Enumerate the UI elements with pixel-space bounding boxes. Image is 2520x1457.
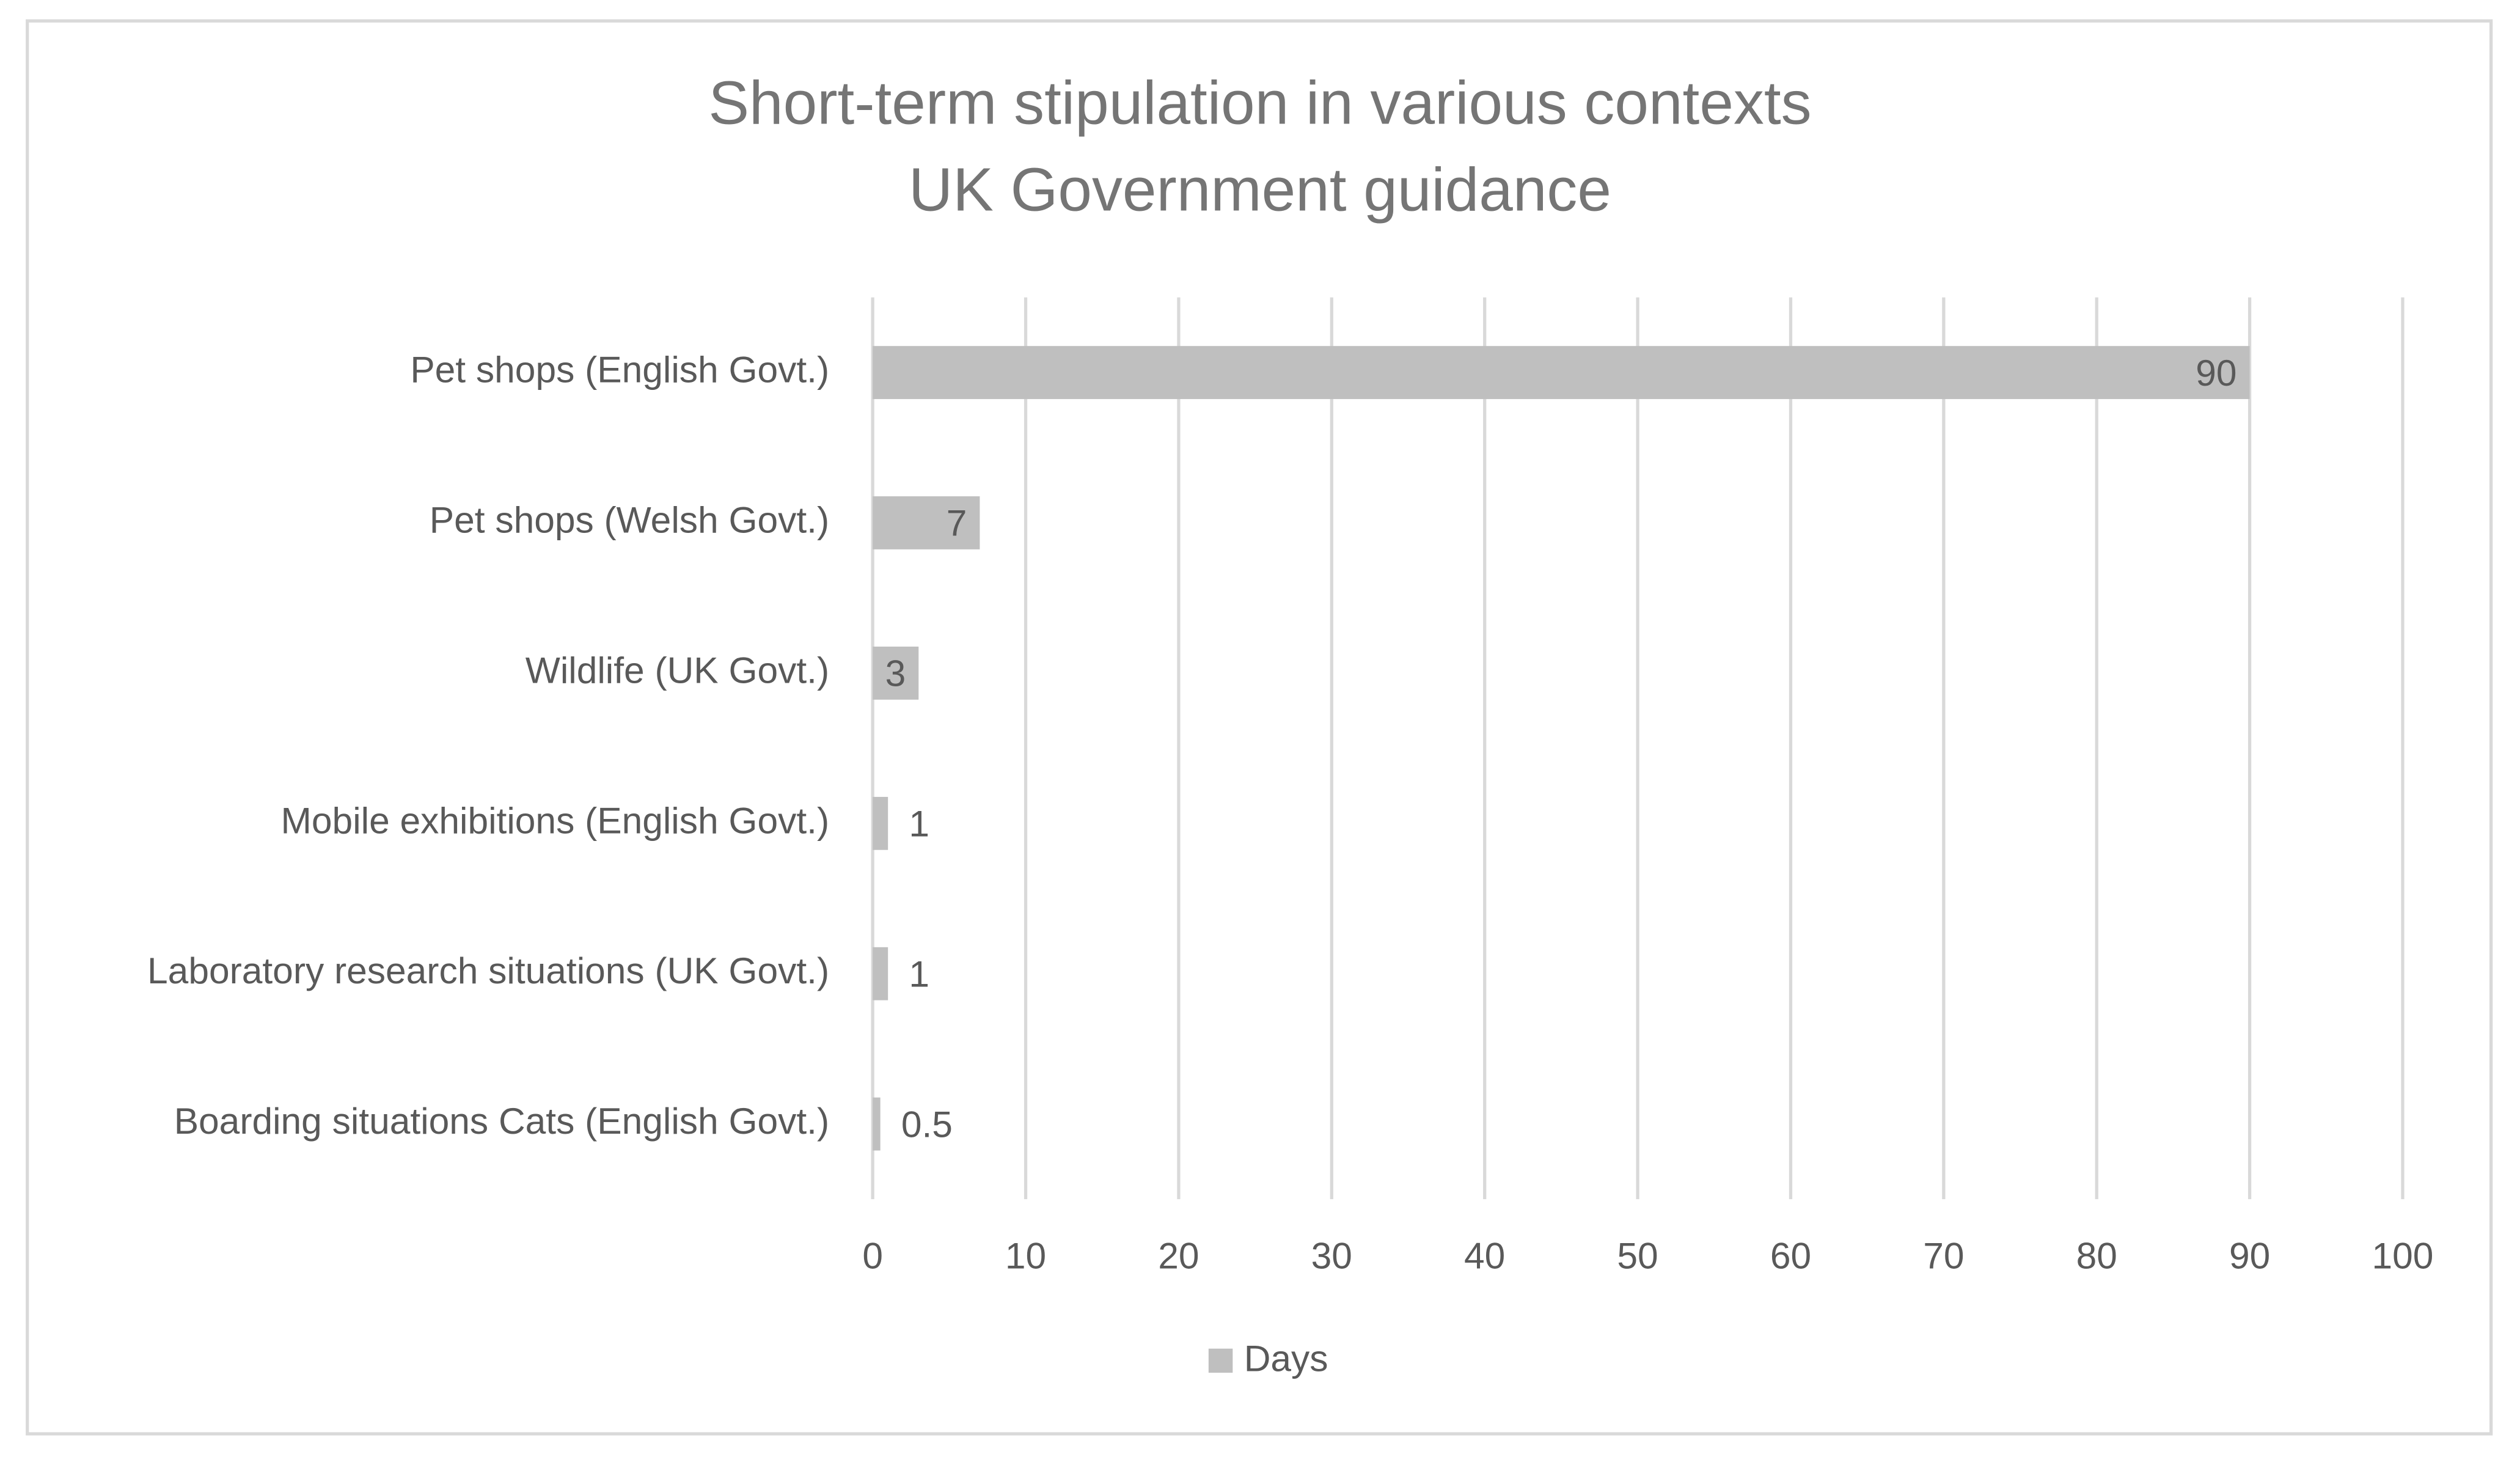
legend-swatch — [1208, 1348, 1233, 1373]
data-label: 90 — [2196, 352, 2236, 394]
y-tick-label: Pet shops (Welsh Govt.) — [430, 499, 829, 540]
x-tick-label: 80 — [2076, 1235, 2117, 1276]
data-label: 3 — [885, 653, 906, 694]
data-label: 7 — [947, 502, 967, 544]
x-tick-label: 20 — [1158, 1235, 1199, 1276]
chart-title: Short-term stipulation in various contex… — [708, 70, 1811, 138]
bar — [873, 346, 2250, 399]
bar — [873, 796, 888, 850]
x-tick-label: 90 — [2229, 1235, 2270, 1276]
bar — [873, 646, 919, 700]
x-tick-label: 50 — [1617, 1235, 1658, 1276]
x-tick-label: 40 — [1464, 1235, 1505, 1276]
data-label: 1 — [909, 803, 929, 845]
y-tick-label: Wildlife (UK Govt.) — [526, 649, 829, 691]
x-tick-label: 0 — [862, 1235, 883, 1276]
x-tick-label: 70 — [1923, 1235, 1964, 1276]
x-tick-label: 60 — [1770, 1235, 1811, 1276]
bar — [873, 947, 888, 1000]
y-tick-label: Boarding situations Cats (English Govt.) — [174, 1100, 829, 1142]
data-label: 0.5 — [901, 1103, 953, 1145]
x-tick-label: 100 — [2372, 1235, 2434, 1276]
legend-label: Days — [1244, 1338, 1328, 1379]
y-tick-label: Laboratory research situations (UK Govt.… — [147, 950, 829, 991]
data-label: 1 — [909, 953, 929, 994]
chart-subtitle: UK Government guidance — [909, 156, 1611, 224]
x-tick-label: 30 — [1311, 1235, 1352, 1276]
x-tick-label: 10 — [1005, 1235, 1046, 1276]
chart-border — [26, 19, 2493, 1436]
y-tick-label: Pet shops (English Govt.) — [410, 349, 829, 391]
bar — [873, 1097, 881, 1151]
bar — [873, 496, 980, 549]
y-tick-label: Mobile exhibitions (English Govt.) — [281, 799, 830, 841]
